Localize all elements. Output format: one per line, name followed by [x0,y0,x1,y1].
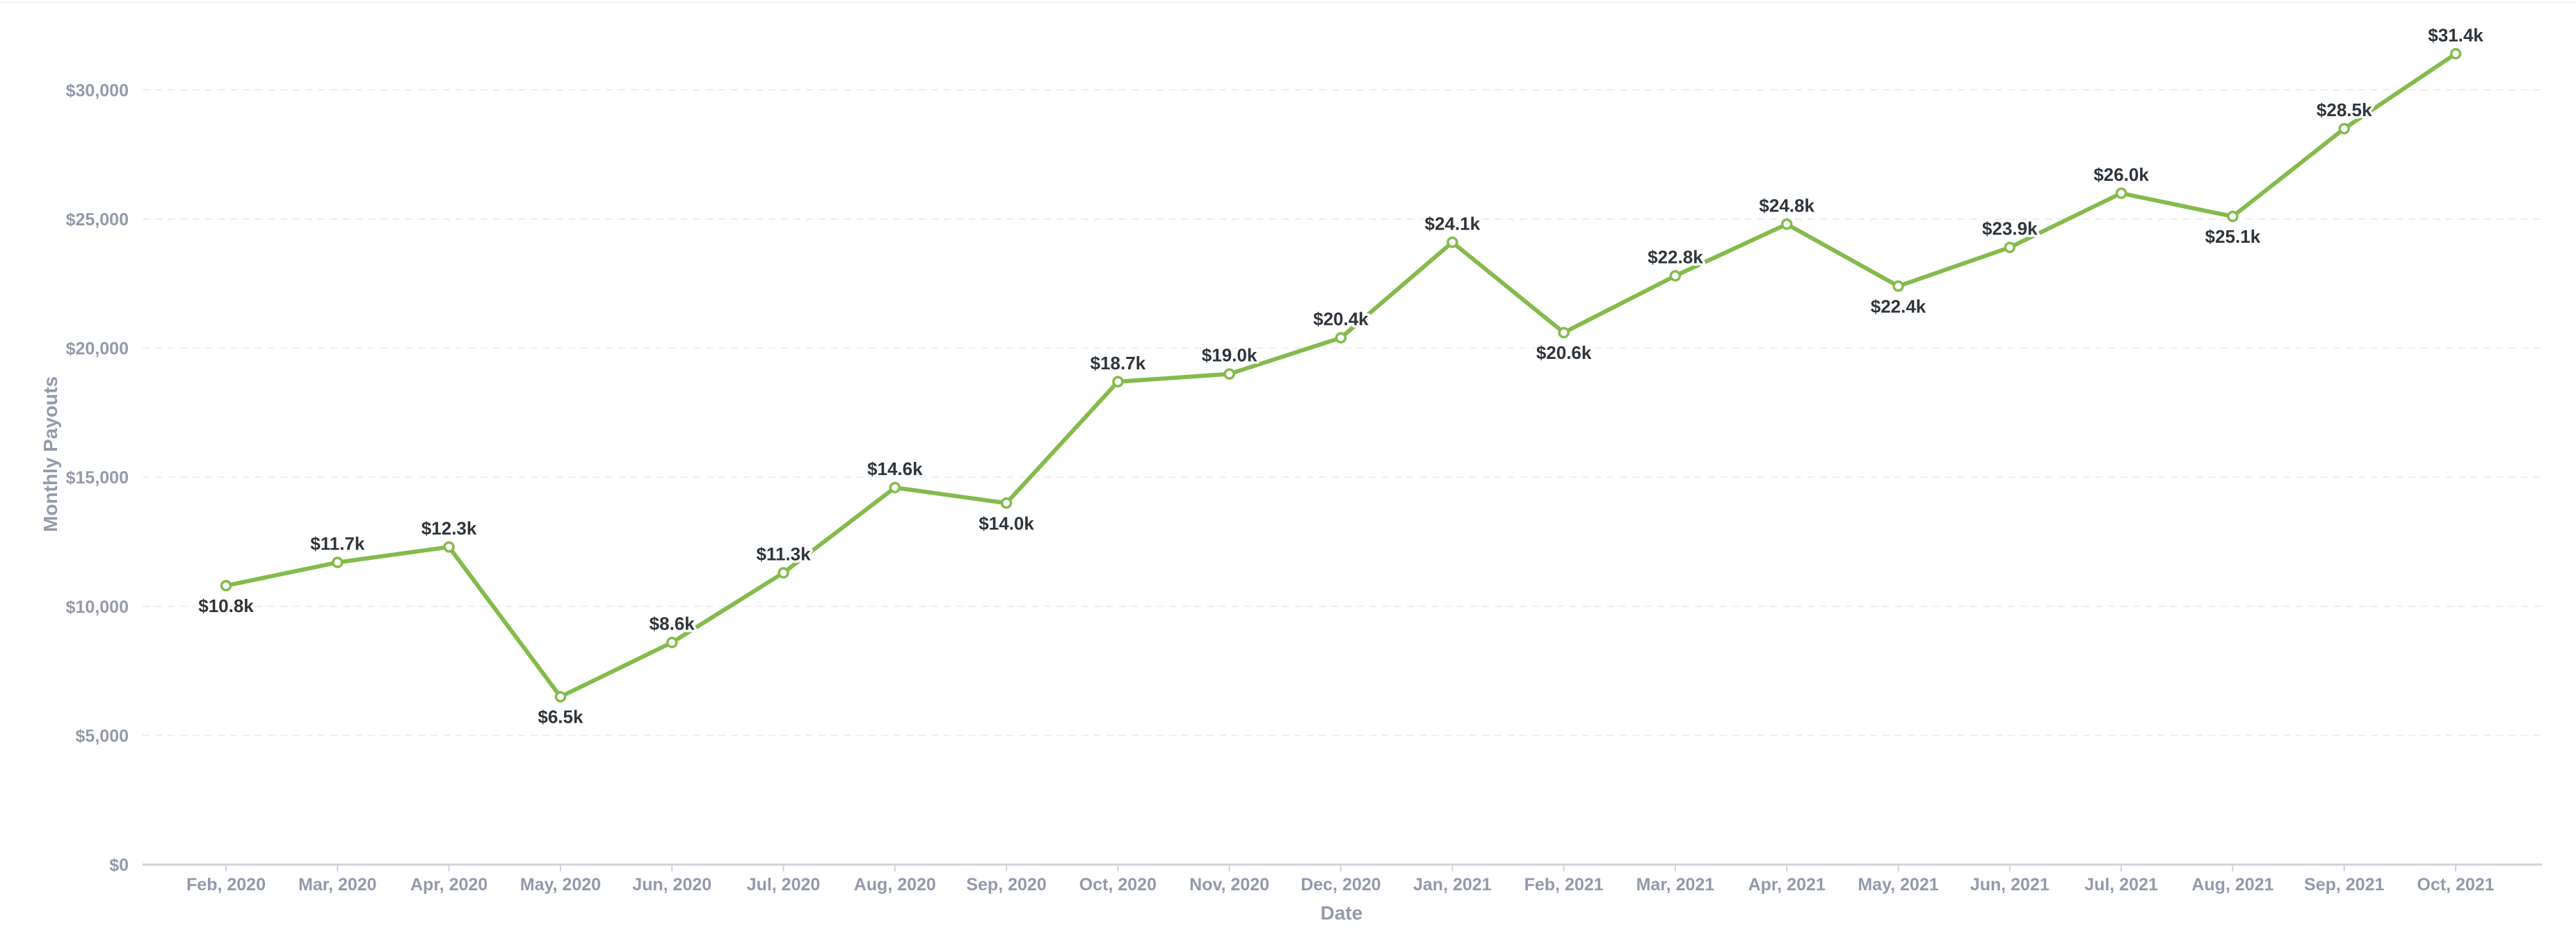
data-label: $11.3k [756,543,811,564]
x-tick-label: May, 2020 [520,875,601,894]
data-point [220,579,232,592]
x-tick-label: Dec, 2020 [1301,875,1380,894]
x-tick-label: Apr, 2021 [1748,875,1826,894]
data-point [1669,270,1682,282]
data-point [1780,218,1793,230]
data-point [1335,332,1347,344]
x-tick-label: Jul, 2021 [2084,875,2158,894]
y-tick-label: $10,000 [66,597,129,617]
data-label: $28.5k [2317,99,2372,120]
data-label: $14.6k [867,458,923,479]
series-line [224,51,2458,699]
x-tick-label: Mar, 2021 [1636,875,1715,894]
y-tick-label: $25,000 [66,210,129,230]
x-tick-label: Oct, 2021 [2417,875,2494,894]
x-tick-label: Sep, 2021 [2304,875,2384,894]
x-tick-label: Feb, 2020 [186,875,266,894]
data-point [2004,241,2016,253]
data-point [1558,326,1570,339]
data-point [778,567,789,579]
data-label: $19.0k [1202,345,1257,366]
data-label: $6.5k [538,707,583,728]
data-label: $18.7k [1090,353,1146,374]
data-label: $23.9k [1982,218,2038,239]
data-label: $22.8k [1648,247,1703,268]
data-point [1112,376,1124,388]
data-label: $20.6k [1536,342,1592,363]
data-label: $20.4k [1313,309,1369,330]
data-point [889,481,901,494]
x-tick-label: Oct, 2020 [1079,875,1157,894]
data-label: $12.3k [421,517,477,538]
y-axis-title: Monthly Payouts [40,376,61,532]
data-point [332,556,344,568]
x-tick-label: Jan, 2021 [1413,875,1492,894]
x-tick-label: Sep, 2020 [966,875,1046,894]
data-label: $31.4k [2428,24,2484,45]
x-axis-title: Date [1321,902,1363,924]
x-tick-label: Aug, 2021 [2191,875,2273,894]
y-tick-label: $15,000 [66,468,129,488]
data-point [2115,187,2127,199]
data-label: $26.0k [2093,164,2149,185]
data-point [1223,368,1235,380]
data-point [2227,210,2239,223]
x-tick-label: Apr, 2020 [410,875,488,894]
data-point [2338,122,2350,135]
data-point [666,636,678,648]
data-label: $14.0k [979,513,1034,533]
data-label: $25.1k [2205,226,2261,247]
y-tick-label: $5,000 [76,726,129,746]
data-label: $11.7k [310,533,365,554]
x-tick-label: May, 2021 [1858,875,1938,894]
data-point [1892,280,1904,292]
y-tick-label: $20,000 [66,339,129,359]
data-label: $24.8k [1759,195,1814,216]
data-point [2449,48,2462,60]
x-tick-label: Jun, 2021 [1970,875,2050,894]
y-tick-label: $0 [109,856,129,875]
data-label: $10.8k [198,595,254,616]
y-tick-label: $30,000 [66,81,129,100]
data-label: $8.6k [650,613,695,634]
x-tick-label: Feb, 2021 [1524,875,1604,894]
data-point [554,691,567,703]
data-label: $24.1k [1425,213,1481,234]
x-tick-label: Mar, 2020 [298,875,377,894]
data-point [1000,497,1013,509]
data-point [1447,236,1458,248]
data-label: $22.4k [1871,296,1926,316]
x-tick-label: Jul, 2020 [747,875,821,894]
x-tick-label: Aug, 2020 [854,875,936,894]
x-tick-label: Jun, 2020 [632,875,711,894]
data-point [443,541,455,553]
x-tick-label: Nov, 2020 [1189,875,1269,894]
